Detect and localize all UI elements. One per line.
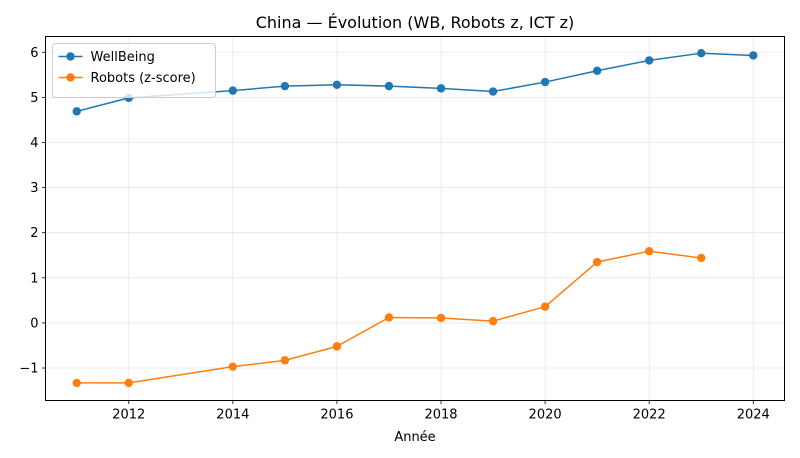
x-tick-label: 2012 [112, 408, 145, 423]
data-point [384, 313, 394, 322]
y-tick-label: 3 [30, 181, 38, 196]
data-point [697, 48, 706, 58]
data-point [540, 302, 550, 311]
data-point [592, 66, 602, 75]
data-point [540, 77, 550, 87]
y-tick-label: 6 [30, 46, 38, 61]
data-point [72, 378, 81, 388]
x-tick-label: 2014 [216, 408, 249, 423]
data-point [124, 378, 133, 388]
legend-marker [66, 73, 75, 82]
data-point [436, 313, 446, 323]
x-tick-label: 2018 [424, 408, 457, 423]
legend-marker [66, 52, 75, 61]
data-point [228, 86, 238, 95]
legend-item: WellBeing [58, 50, 155, 65]
ticks: 2012 2014 2016 2018 2020 2022 2024 −1 0 1 2 3 4 5 6 [19, 46, 769, 423]
y-tick-label: 5 [30, 91, 38, 106]
data-point [332, 342, 342, 351]
data-point [436, 84, 446, 93]
data-point [749, 51, 758, 60]
legend-label: Robots (z-score) [91, 71, 196, 86]
series-layer [72, 48, 758, 388]
legend-label: WellBeing [91, 50, 155, 65]
y-tick-label: 4 [30, 136, 38, 151]
plot-frame [45, 36, 785, 401]
grid [45, 36, 785, 401]
y-tick-label: −1 [19, 362, 38, 377]
legend: WellBeing Robots (z-score) [52, 43, 216, 98]
x-tick-label: 2024 [737, 408, 770, 423]
y-tick-label: 0 [30, 316, 38, 331]
data-point [72, 107, 81, 116]
legend-box [52, 43, 216, 98]
legend-item: Robots (z-score) [58, 71, 196, 86]
x-axis-label: Année [394, 430, 435, 445]
x-tick-label: 2020 [529, 408, 562, 423]
y-tick-label: 1 [30, 271, 38, 286]
data-point [488, 316, 498, 326]
data-point [488, 87, 498, 96]
series-0 [72, 48, 758, 116]
data-point [280, 81, 290, 91]
data-point [332, 80, 342, 89]
data-point [697, 253, 706, 263]
data-point [228, 362, 238, 371]
x-tick-label: 2022 [633, 408, 666, 423]
data-point [644, 247, 654, 256]
chart-title: China — Évolution (WB, Robots z, ICT z) [256, 13, 575, 32]
data-point [384, 81, 394, 91]
data-point [644, 56, 654, 65]
series-line [76, 250, 702, 384]
y-tick-label: 2 [30, 226, 38, 241]
data-point [280, 356, 290, 365]
x-tick-label: 2016 [320, 408, 353, 423]
series-1 [72, 247, 706, 388]
data-point [592, 257, 602, 267]
